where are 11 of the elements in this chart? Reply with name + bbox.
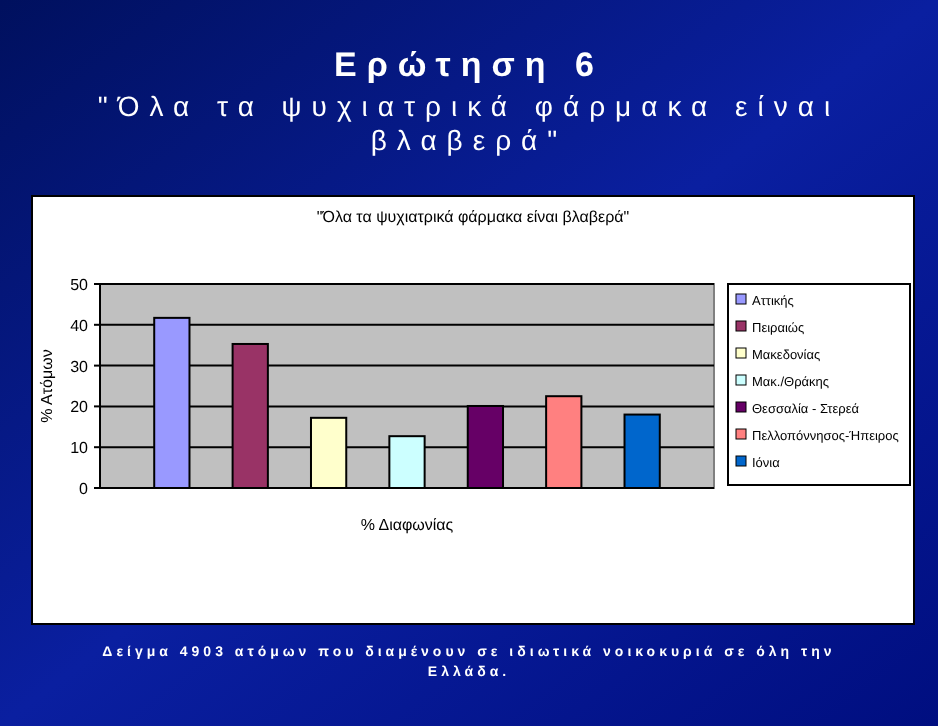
y-tick-label: 30 (70, 357, 90, 376)
x-axis-title: % Διαφωνίας (360, 516, 454, 534)
chart-subtitle: "Όλα τα ψυχιατρικά φάρμακα είναι βλαβερά" (97, 90, 841, 156)
chart-title: Ερώτηση 6 (334, 46, 604, 84)
y-tick-label: 50 (70, 276, 90, 294)
y-tick-label: 40 (70, 316, 90, 335)
y-axis-title: % Ατόμων (38, 349, 56, 423)
text: "Όλα τα ψυχιατρικά φάρμακα είναι βλαβερά" (316, 208, 630, 226)
y-tick-label: 0 (79, 480, 90, 498)
y-tick-label: 10 (70, 439, 90, 458)
y-tick-label: 20 (70, 398, 90, 417)
